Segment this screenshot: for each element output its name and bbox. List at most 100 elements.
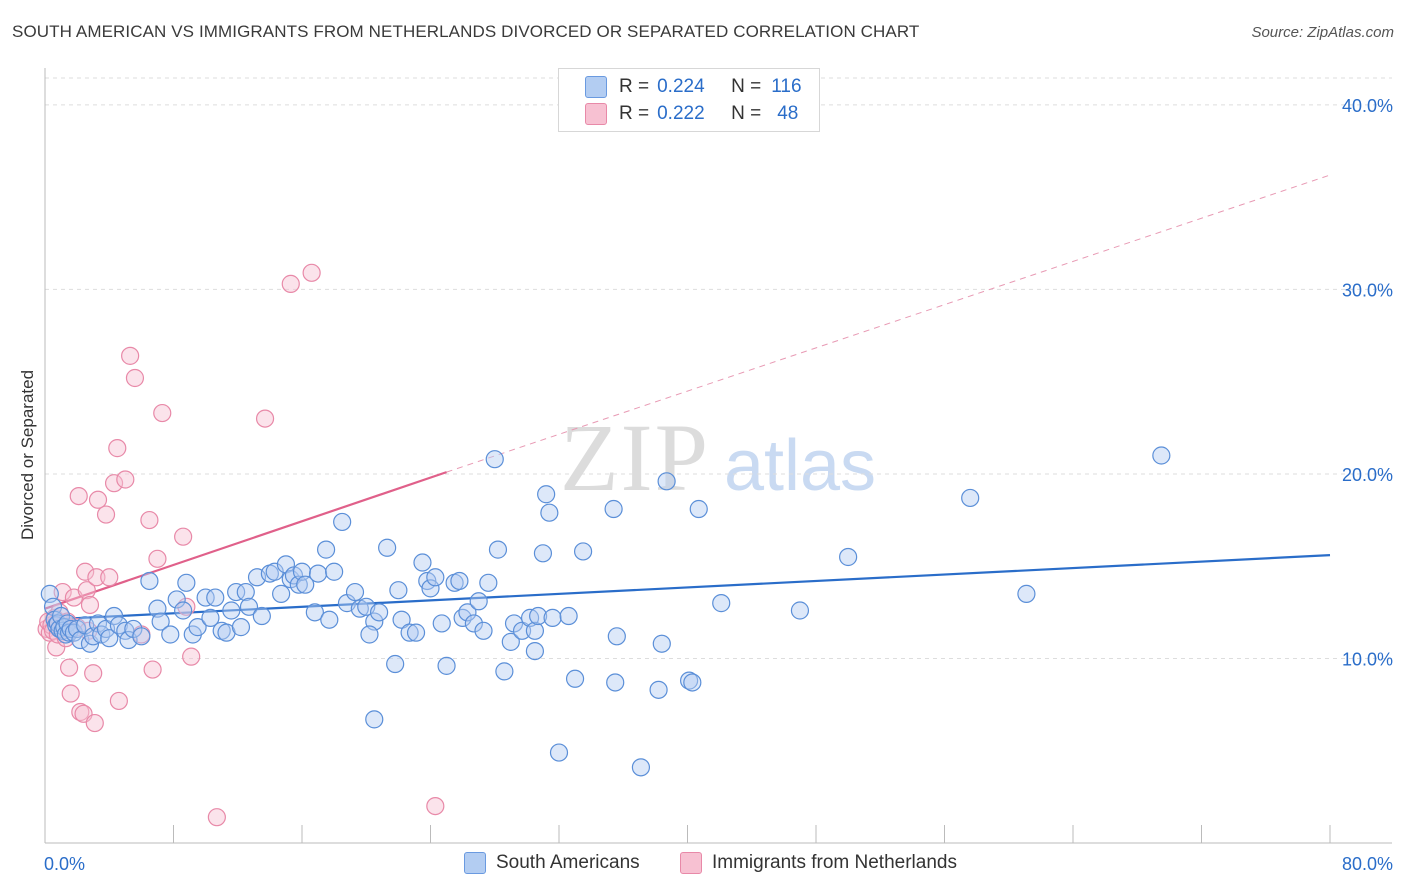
r-label: R = [619,103,650,124]
trend-lines [44,174,1331,621]
data-point-south-americans [132,627,151,646]
data-point-south-americans [177,573,196,592]
data-point-south-americans [370,603,389,622]
data-point-south-americans [222,601,241,620]
data-point-south-americans [360,625,379,644]
data-point-south-americans [680,671,699,690]
legend-item-south-americans: South Americans [464,852,640,874]
n-label: N = [731,76,762,97]
data-point-netherlands [80,595,100,615]
data-point-south-americans [161,625,180,644]
data-point-south-americans [565,669,585,688]
data-point-south-americans [386,654,405,674]
data-point-netherlands [108,439,127,458]
data-point-netherlands [302,263,321,282]
watermark-atlas: atlas [724,426,876,506]
data-point-south-americans [657,472,676,491]
data-point-netherlands [140,510,159,530]
r-label: R = [619,76,650,97]
data-point-south-americans [174,601,193,620]
data-point-south-americans [421,579,440,598]
data-point-south-americans [1017,584,1036,603]
data-point-south-americans [206,588,225,607]
data-point-netherlands [143,660,162,679]
n-value: 48 [777,103,799,124]
data-point-south-americans [573,542,593,561]
data-point-netherlands [125,368,145,388]
data-point-south-americans [406,623,426,642]
n-label: N = [731,103,762,124]
watermark-zip: ZIP [560,404,710,511]
y-tick-label: 30.0% [1342,280,1393,300]
data-point-south-americans [525,621,545,640]
data-point-south-americans [350,599,369,618]
data-point-netherlands [76,562,95,581]
legend-swatch-pink [680,852,702,874]
data-point-south-americans [559,606,578,626]
data-point-south-americans [533,544,553,563]
source-label: Source: ZipAtlas.com [1251,24,1394,41]
data-point-south-americans [432,614,451,633]
chart-title: SOUTH AMERICAN VS IMMIGRANTS FROM NETHER… [12,22,920,41]
watermark: ZIP atlas [560,404,876,511]
data-point-netherlands [100,568,119,587]
y-tick-label: 20.0% [1342,465,1393,485]
data-point-south-americans [501,632,520,651]
data-point-south-americans [305,603,324,622]
data-point-south-americans [649,680,668,699]
data-point-south-americans [236,582,255,602]
data-point-south-americans [227,582,246,602]
data-point-south-americans [296,575,315,594]
data-point-south-americans [607,627,626,646]
data-point-netherlands [153,403,172,423]
data-point-south-americans [378,538,397,557]
trend-line-netherlands-extended [446,174,1331,473]
data-point-netherlands [87,568,106,587]
data-point-south-americans [458,603,477,622]
data-point-netherlands [255,409,275,428]
data-point-south-americans [525,641,545,661]
data-point-south-americans [272,584,291,603]
data-point-netherlands [88,490,108,509]
data-point-south-americans [1152,446,1171,465]
data-point-south-americans [51,606,71,626]
data-point-south-americans [488,540,508,559]
legend-swatch-pink [585,103,607,125]
data-point-netherlands [121,346,140,365]
data-point-south-americans [265,562,284,581]
data-point-south-americans [426,568,445,587]
data-point-south-americans [167,590,186,609]
data-point-south-americans [631,758,651,777]
n-value: 116 [771,76,802,97]
data-point-south-americans [464,614,483,633]
data-point-netherlands [174,527,193,546]
data-point-netherlands [96,505,116,524]
data-point-south-americans [652,634,671,653]
data-point-south-americans [389,581,408,600]
data-point-netherlands [59,658,79,677]
correlation-legend: R = 0.224 N = 116 R = 0.222 N = 48 [558,68,820,132]
data-point-south-americans [537,485,556,504]
data-point-south-americans [308,564,328,583]
data-point-netherlands [207,808,226,827]
data-point-netherlands [104,474,124,493]
data-point-south-americans [320,610,339,629]
data-point-south-americans [392,610,411,629]
x-tick-label: 80.0% [1342,854,1393,874]
data-point-south-americans [961,488,980,508]
legend-swatch-blue [464,852,486,874]
data-point-south-americans [479,573,498,592]
data-point-south-americans [140,571,159,591]
data-point-south-americans [474,621,493,640]
data-point-netherlands [69,486,88,506]
data-point-netherlands [426,796,445,816]
data-point-netherlands [84,664,103,683]
data-point-south-americans [325,562,344,581]
data-point-south-americans [316,540,336,559]
data-point-south-americans [345,582,365,602]
data-point-south-americans [839,547,858,567]
data-point-south-americans [485,450,504,469]
data-point-south-americans [104,606,124,626]
legend-row-netherlands: R = 0.222 N = 48 [585,102,798,126]
